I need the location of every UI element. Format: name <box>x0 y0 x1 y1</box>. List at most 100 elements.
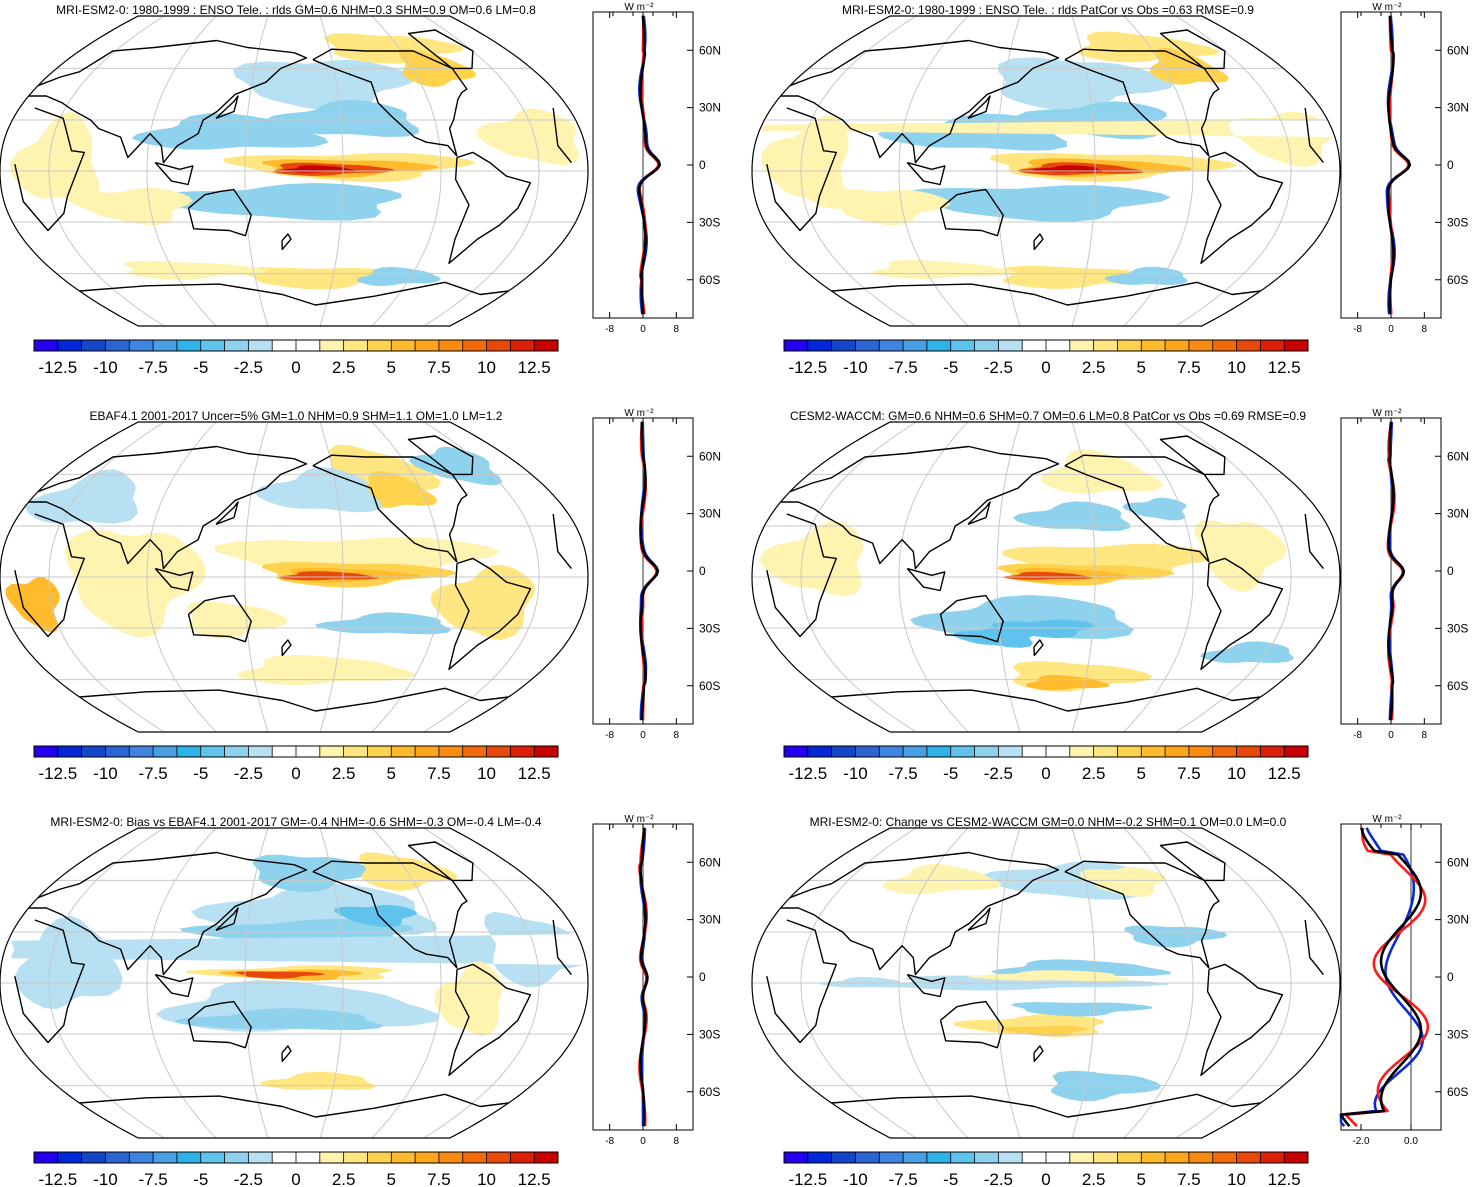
coastline <box>939 188 1004 237</box>
colorbar-label: 12.5 <box>1268 764 1301 783</box>
y-tick-label: 30S <box>1447 621 1468 635</box>
anomaly-field <box>476 108 580 166</box>
coastline <box>448 557 532 670</box>
anomaly-field <box>997 57 1175 111</box>
colorbar-label: 10 <box>477 358 496 377</box>
colorbar-segment <box>57 1152 83 1163</box>
coastline <box>448 151 532 264</box>
coastline <box>1064 454 1220 563</box>
curve-mean <box>1387 421 1406 721</box>
colorbar-segment <box>57 746 83 757</box>
x-tick-label: -2.0 <box>1352 1136 1370 1147</box>
colorbar-segment <box>296 746 321 757</box>
profile-frame <box>1340 823 1442 1131</box>
colorbar-label: 12.5 <box>1268 1170 1301 1187</box>
colorbar-segment <box>1236 1152 1261 1163</box>
zonal-profile-3: 60N 30N 0 30S 60S -8 0 8 W m⁻² <box>592 408 721 741</box>
colorbar-label: -10 <box>93 358 118 377</box>
colorbar-segment <box>272 1152 297 1163</box>
colorbar-segment <box>1093 340 1118 351</box>
graticule-lon <box>423 16 540 326</box>
colorbar-label: 7.5 <box>427 764 451 783</box>
colorbar-label: 5 <box>387 764 396 783</box>
coastline <box>766 107 1324 232</box>
colorbar-label: 10 <box>1227 358 1246 377</box>
colorbar-segment <box>926 1152 952 1163</box>
anomaly-field <box>324 33 464 64</box>
anomaly-field <box>1194 519 1287 593</box>
zonal-profile-5: 60N 30N 0 30S 60S -8 0 8 W m⁻² <box>592 814 721 1147</box>
coastline <box>1200 151 1284 264</box>
x-tick-label: -8 <box>605 324 614 335</box>
y-tick-label: 0 <box>699 564 706 578</box>
x-tick-label: 0 <box>640 730 646 741</box>
graticule-lon <box>371 828 442 1138</box>
anomaly-field <box>140 182 402 221</box>
colorbar-segment <box>534 340 559 351</box>
anomaly-field <box>761 115 849 210</box>
graticule-lon <box>48 828 165 1138</box>
colorbar-segment <box>1212 746 1237 757</box>
x-tick-label: 8 <box>1422 324 1428 335</box>
coastline <box>407 435 474 476</box>
colorbar-segment <box>1046 1152 1071 1163</box>
coastline <box>906 973 946 998</box>
graticule-lon <box>371 16 442 326</box>
anomaly-field <box>254 467 382 513</box>
colorbar-segment <box>855 746 880 757</box>
x-tick-label: -8 <box>1353 324 1362 335</box>
colorbar-label: -7.5 <box>888 764 917 783</box>
colorbar-segment <box>105 1152 130 1163</box>
colorbar-label: 12.5 <box>518 358 551 377</box>
colorbar-segment <box>950 746 975 757</box>
map-border <box>751 827 1341 1139</box>
coastline <box>281 1045 292 1063</box>
colorbar-segment <box>105 746 130 757</box>
colorbar-segment <box>998 1152 1023 1163</box>
coastline <box>79 687 509 712</box>
coastline <box>281 639 292 657</box>
colorbar-label: 12.5 <box>1268 358 1301 377</box>
colorbar-label: 5 <box>1137 1170 1146 1187</box>
colorbar-segment <box>1212 340 1237 351</box>
map-panel-6 <box>751 827 1341 1139</box>
map-border <box>751 15 1341 327</box>
y-tick-label: 0 <box>1447 564 1454 578</box>
colorbar-segment <box>998 746 1023 757</box>
colorbar-label: 0 <box>1041 358 1050 377</box>
colorbar-label: -12.5 <box>788 358 827 377</box>
unit-label: W m⁻² <box>624 408 654 419</box>
coastline <box>831 1093 1261 1118</box>
colorbar-segment <box>486 746 511 757</box>
colorbar-label: -2.5 <box>984 1170 1013 1187</box>
colorbar-segment <box>1188 746 1214 757</box>
colorbar-segment <box>176 340 202 351</box>
colorbar-segment <box>903 1152 928 1163</box>
colorbar-label: -10 <box>93 1170 118 1187</box>
colorbar-label: 10 <box>1227 1170 1246 1187</box>
colorbar-segment <box>200 746 225 757</box>
coastline <box>939 1000 1004 1049</box>
graticule-lon <box>996 828 1021 1138</box>
colorbar-segment <box>534 1152 559 1163</box>
colorbar-segment <box>926 340 952 351</box>
colorbar-label: -2.5 <box>984 358 1013 377</box>
y-tick-label: 60S <box>699 679 720 693</box>
y-tick-label: 60S <box>699 1085 720 1099</box>
map-border <box>751 421 1341 733</box>
graticule-lon <box>800 828 917 1138</box>
colorbar-segment <box>343 746 368 757</box>
colorbar-label: -5 <box>943 1170 958 1187</box>
graticule-lon <box>1175 16 1292 326</box>
x-tick-label: 8 <box>674 730 680 741</box>
colorbar-label: 5 <box>387 1170 396 1187</box>
colorbar-segment <box>343 340 368 351</box>
colorbar-label: 2.5 <box>332 1170 356 1187</box>
colorbar-segment <box>1069 1152 1095 1163</box>
colorbar-label: 7.5 <box>1177 764 1201 783</box>
anomaly-field <box>9 111 100 203</box>
coastline <box>1033 233 1044 251</box>
y-tick-label: 60S <box>1447 273 1468 287</box>
y-tick-label: 60N <box>1447 449 1469 463</box>
colorbar-segment <box>224 1152 249 1163</box>
